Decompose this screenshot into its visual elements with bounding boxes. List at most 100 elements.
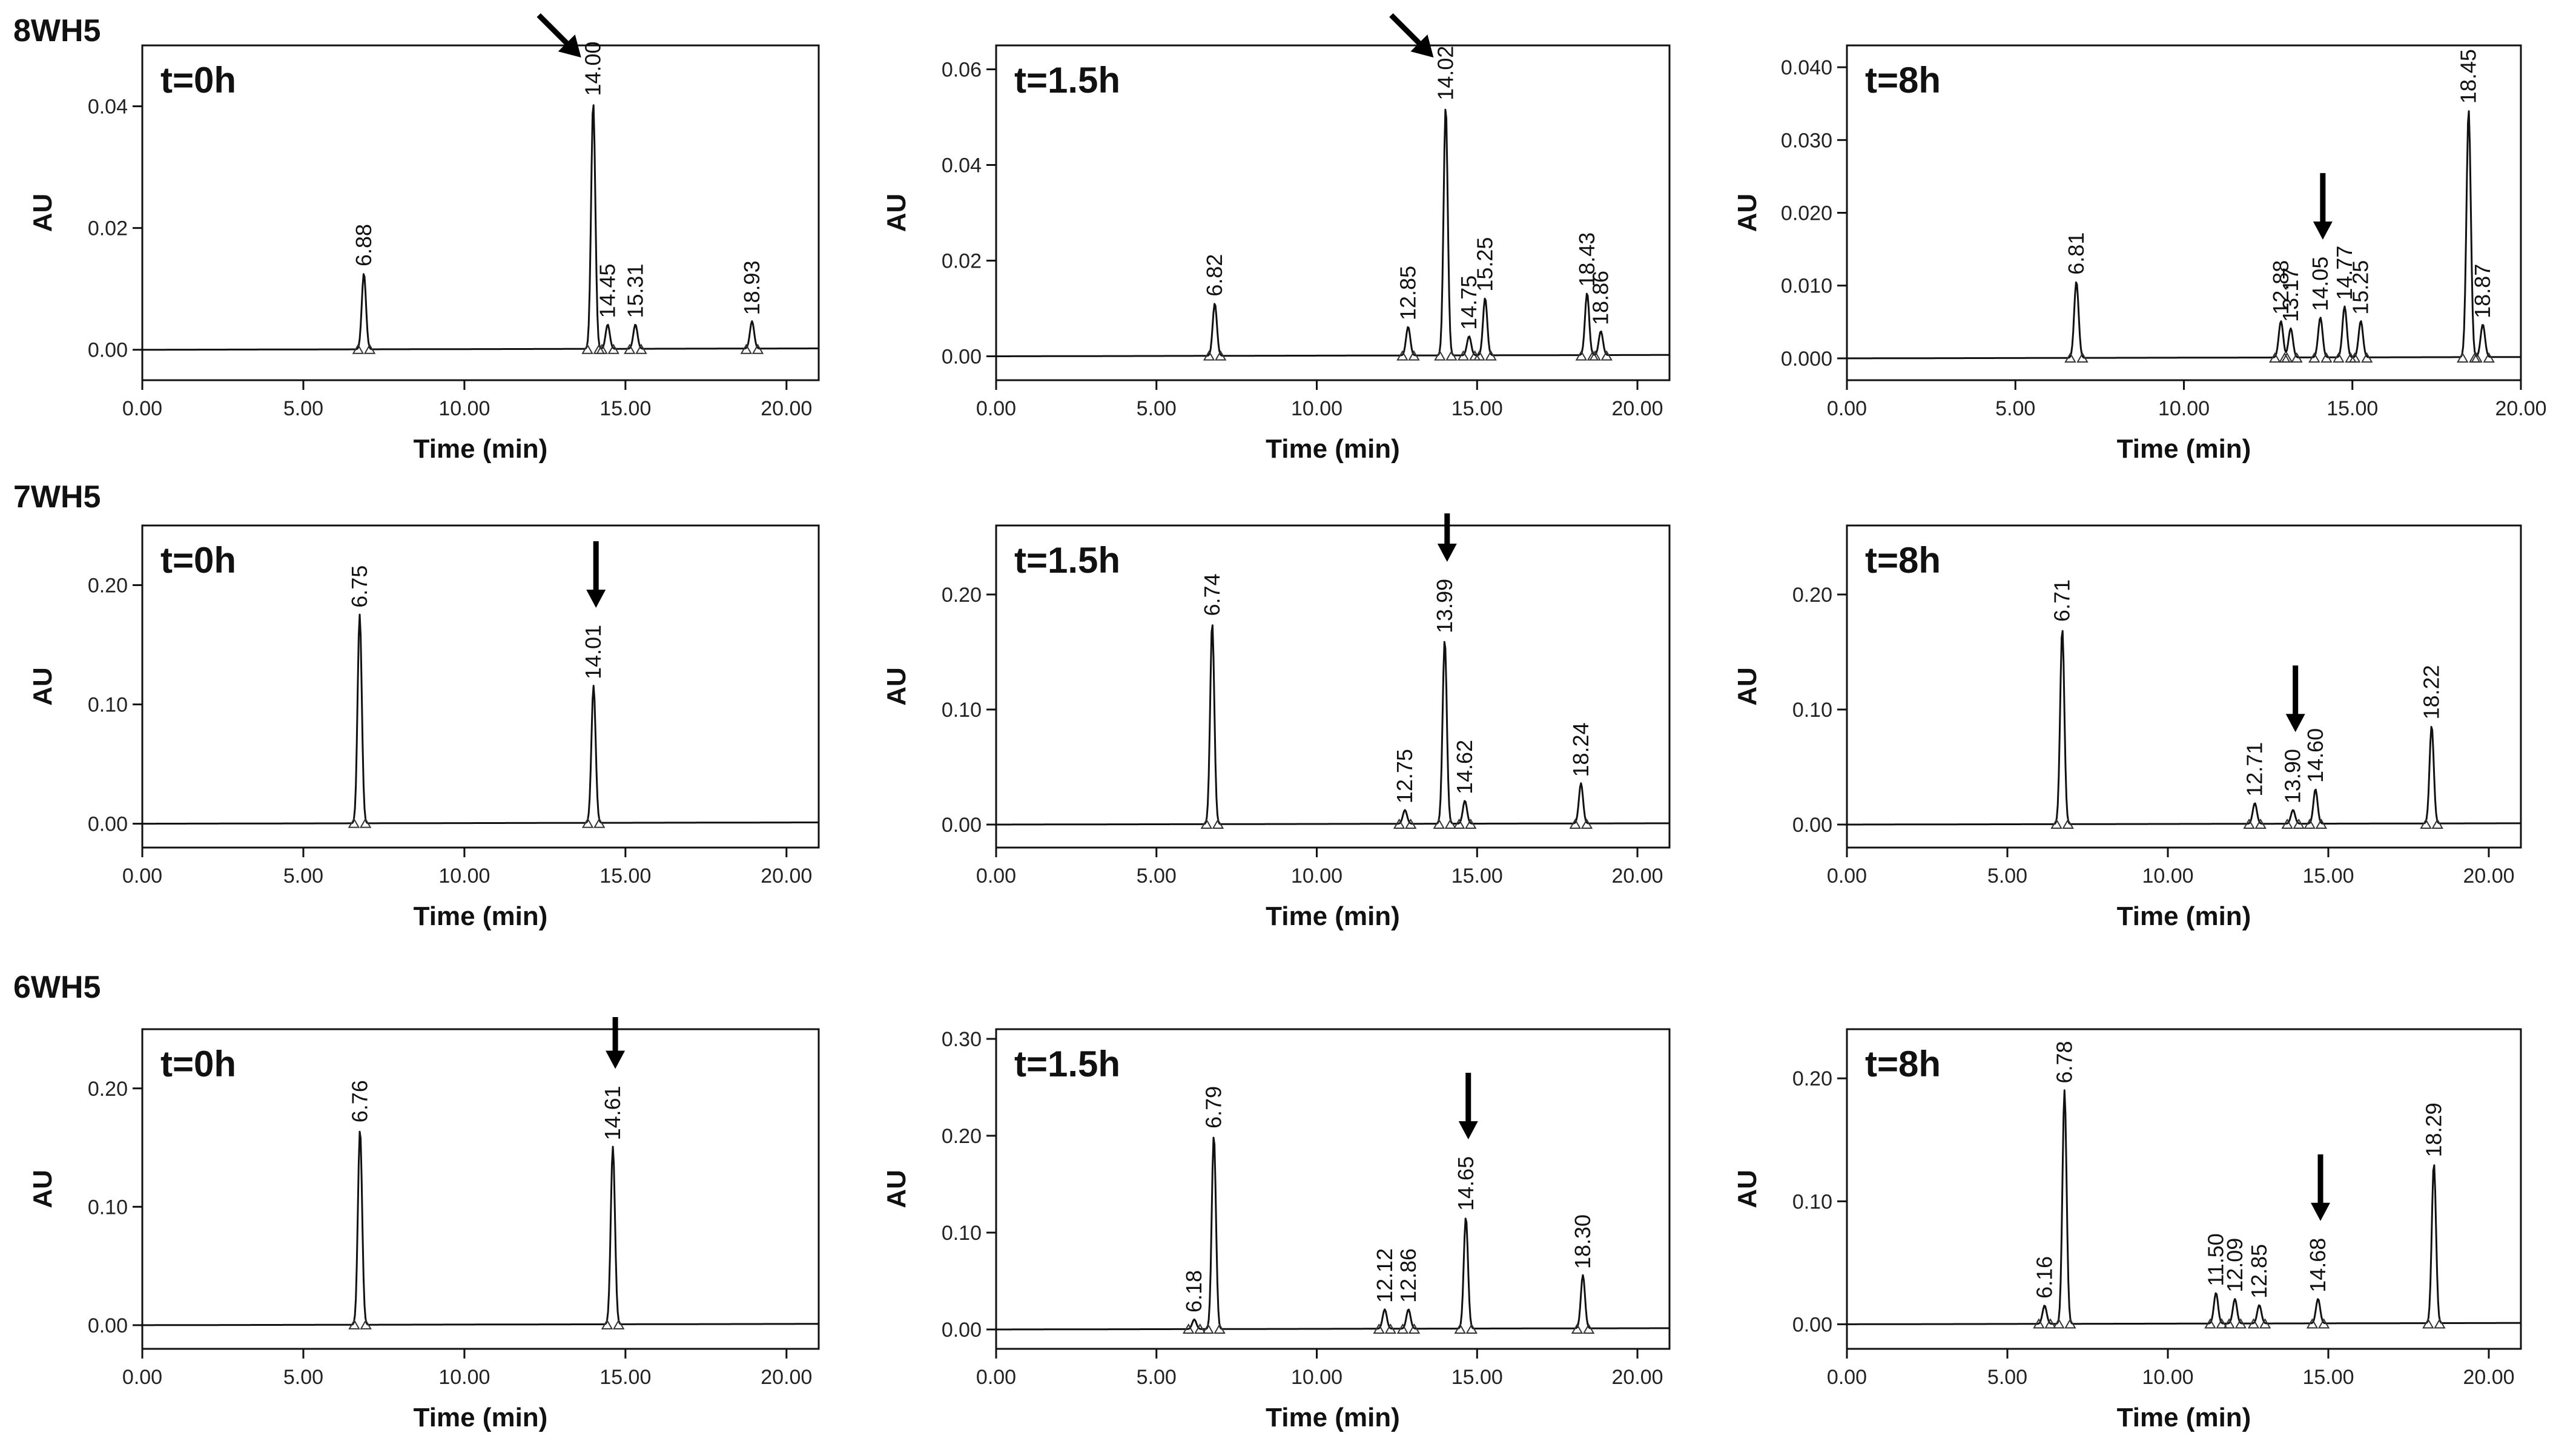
peak-marker [2216,1318,2228,1329]
arrow-head [2311,1202,2331,1221]
x-tick-label: 20.00 [1612,865,1663,888]
x-tick-label: 0.00 [976,397,1016,420]
x-tick-label: 15.00 [1451,865,1503,888]
arrow-head [2313,221,2333,240]
peak-label: 12.85 [1395,266,1420,320]
peak-marker [1384,1323,1397,1334]
peak-marker [2333,352,2345,363]
peak-label: 15.31 [622,263,647,318]
x-tick-label: 20.00 [761,1366,812,1389]
peak-marker [2320,352,2333,363]
y-axis-title: AU [882,667,911,706]
peak-marker [751,343,764,354]
panel-title: t=0h [160,540,236,581]
x-tick-label: 0.00 [122,397,162,420]
chromatogram-trace [996,108,1669,357]
peak-marker [1465,1323,1478,1334]
panel-title: t=8h [1865,60,1941,100]
x-axis-title: Time (min) [2117,434,2251,464]
x-tick-label: 0.00 [1827,865,1867,888]
peak-marker [1433,818,1445,829]
peak-marker [2360,352,2373,363]
x-tick-label: 15.00 [2326,397,2378,420]
peak-marker [2243,818,2255,829]
chromatogram-trace [996,1136,1669,1331]
peak-label: 14.05 [2308,257,2333,311]
row-label-7wh5: 7WH5 [13,479,101,515]
plot-frame [141,1028,820,1350]
y-axis-title: AU [28,194,58,232]
peak-marker [2053,1318,2065,1329]
peak-marker [596,343,608,354]
peak-marker [2204,1318,2216,1329]
x-tick-label: 15.00 [599,397,651,420]
y-tick-label: 0.040 [1781,56,1832,79]
peak-label: 6.76 [348,1080,372,1122]
peak-marker [2420,818,2432,829]
parent-peak-arrow [606,1017,626,1069]
x-tick-label: 10.00 [2142,865,2193,888]
peak-marker [1203,350,1215,361]
y-tick-label: 0.10 [1792,699,1832,722]
y-tick-label: 0.00 [88,339,128,362]
peak-label: 14.61 [600,1085,625,1140]
peak-marker [1408,1323,1421,1334]
peak-marker [2348,352,2361,363]
peak-marker [2315,818,2328,829]
panel-title: t=8h [1865,540,1941,581]
x-tick-label: 20.00 [2463,865,2514,888]
x-tick-label: 5.00 [1137,865,1177,888]
peak-marker [612,1319,625,1329]
peak-label: 13.17 [2278,268,2303,322]
peak-label: 6.82 [1202,254,1227,297]
x-axis-title: Time (min) [414,901,548,931]
panel-8wh5-1-5h: 0.00 5.00 10.00 15.00 20.00 0.00 0.02 0.04 0.06 T… [882,13,1671,464]
peak-label: 14.77 [2332,246,2357,300]
parent-peak-arrow [1458,1073,1478,1139]
panel-8wh5-0h: 0.00 5.00 10.00 15.00 20.00 0.00 0.02 0.04 Time … [28,13,820,464]
peak-label: 18.87 [2470,264,2495,318]
peak-marker [1373,1323,1385,1334]
peak-marker [2457,352,2469,363]
peak-label: 6.81 [2064,232,2089,275]
y-tick-label: 0.00 [88,813,128,836]
x-tick-label: 5.00 [1137,1366,1177,1389]
peak-marker [2062,818,2074,829]
panel-6wh5-8h: 0.00 5.00 10.00 15.00 20.00 0.00 0.10 0.20 Time … [1732,1028,2522,1432]
plot-frame [995,44,1671,381]
y-tick-label: 0.000 [1781,348,1832,371]
parent-peak-arrow [2285,665,2305,733]
peak-marker [2483,352,2495,363]
peak-label: 14.60 [2303,728,2328,783]
y-tick-label: 0.30 [942,1028,982,1051]
peak-label: 12.09 [2222,1238,2247,1293]
peak-marker [2064,1318,2076,1329]
peak-label: 18.45 [2456,49,2481,104]
x-tick-label: 0.00 [976,865,1016,888]
arrow-shaft [1389,13,1426,50]
peak-marker [635,343,647,354]
x-tick-label: 10.00 [2158,397,2210,420]
x-tick-label: 0.00 [1827,1366,1867,1389]
x-tick-label: 15.00 [2302,865,2354,888]
peak-marker [2223,1318,2235,1329]
peak-marker [2259,1318,2271,1329]
peak-marker [2431,818,2443,829]
peak-marker [1575,350,1588,361]
plot-frame [995,1028,1671,1350]
x-tick-label: 10.00 [2142,1366,2193,1389]
peak-marker [360,1319,372,1329]
y-tick-label: 0.00 [1792,814,1832,837]
peak-marker [2033,1318,2045,1329]
panel-title: t=8h [1865,1044,1941,1084]
peak-label: 18.22 [2419,665,2444,719]
peak-marker [1600,350,1613,361]
peak-marker [2291,352,2303,363]
peak-marker [601,1319,613,1329]
plot-frame [1846,1028,2522,1350]
x-tick-label: 5.00 [1987,865,2027,888]
peak-marker [2422,1318,2434,1329]
peak-marker [593,817,606,828]
peak-marker [1194,1323,1206,1334]
peak-marker [352,343,365,354]
